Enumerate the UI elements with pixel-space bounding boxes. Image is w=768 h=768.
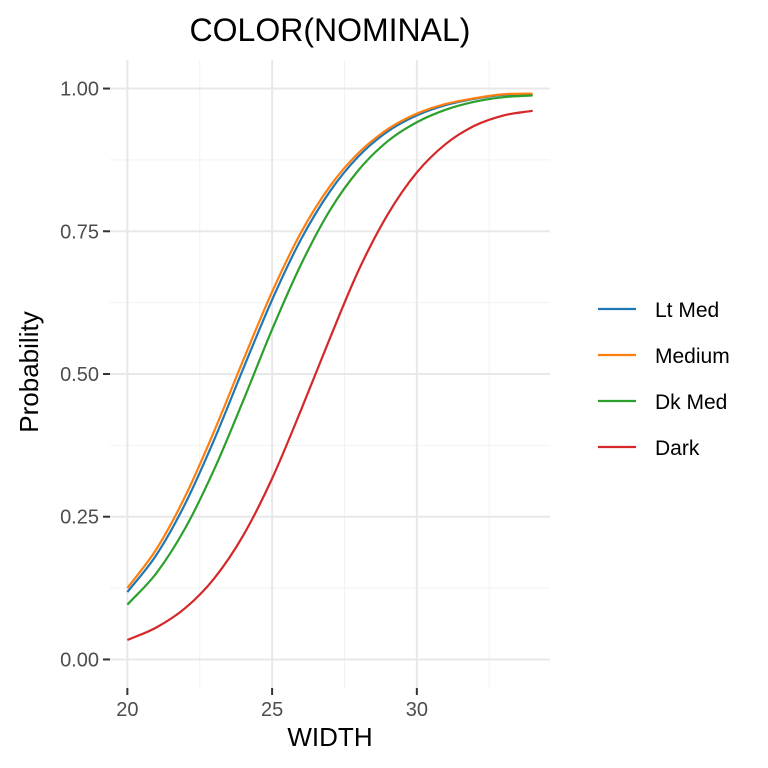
series-line-dk-med [126,94,533,606]
series-line-medium [126,92,533,589]
y-tick-label: 0.75 [60,221,99,243]
legend-label-dk-med: Dk Med [655,391,727,414]
y-tick-label: 0.50 [60,364,99,386]
x-axis-title: WIDTH [287,722,372,752]
y-axis-title: Probability [14,311,44,432]
chart-title: COLOR(NOMINAL) [190,12,471,48]
series-line-dark [126,109,533,642]
axes: 0.00 0.25 0.50 0.75 1.00 20 25 30 [60,79,428,721]
x-tick-label: 25 [261,699,283,721]
legend-label-medium: Medium [655,345,730,368]
y-tick-label: 0.00 [60,649,99,671]
y-tick-label: 1.00 [60,79,99,101]
legend-label-dark: Dark [655,437,700,460]
y-tick-label: 0.25 [60,507,99,529]
legend: Lt Med Medium Dk Med Dark [598,299,730,460]
grid [110,60,550,688]
x-tick-label: 20 [116,699,138,721]
series-lines [126,92,533,642]
x-tick-label: 30 [406,699,428,721]
legend-label-lt-med: Lt Med [655,299,719,322]
